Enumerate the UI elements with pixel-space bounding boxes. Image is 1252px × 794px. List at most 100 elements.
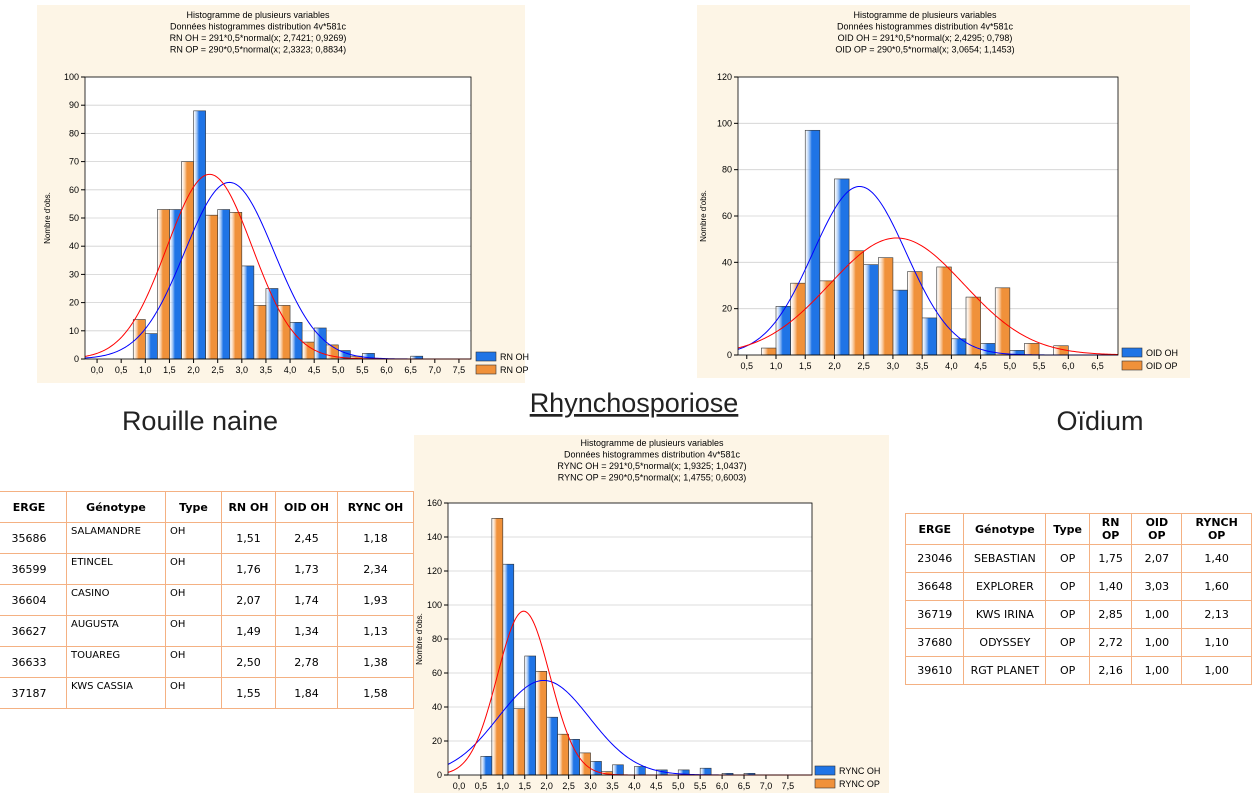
table-cell: OH — [165, 615, 222, 647]
table-cell: 1,58 — [337, 677, 414, 709]
chart-title: Histogramme de plusieurs variables — [186, 10, 330, 20]
y-tick-label: 60 — [69, 185, 79, 195]
table-cell: 1,40 — [1181, 544, 1252, 573]
x-tick-label: 5,0 — [332, 365, 345, 375]
table-cell: 1,00 — [1131, 600, 1183, 629]
column-header: RN OP — [1088, 513, 1133, 545]
x-tick-label: 6,0 — [716, 781, 729, 791]
bar — [181, 161, 194, 360]
x-tick-label: 3,0 — [887, 361, 900, 371]
bar — [145, 333, 158, 360]
chart-subtitle: RN OP = 290*0,5*normal(x; 2,3323; 0,8834… — [170, 45, 346, 55]
y-tick-label: 40 — [69, 241, 79, 251]
x-tick-label: 3,0 — [236, 365, 249, 375]
table-cell: OH — [165, 553, 222, 585]
column-header: ERGE — [0, 491, 67, 523]
bar — [1024, 343, 1040, 356]
x-tick-label: 4,0 — [628, 781, 641, 791]
caption: Rouille naine — [122, 406, 278, 436]
legend-label: RYNC OP — [839, 779, 880, 789]
bar — [546, 716, 558, 776]
x-tick-label: 4,5 — [650, 781, 663, 791]
table-row: 36633 TOUAREG OH 2,50 2,78 1,38 — [0, 646, 414, 678]
bar — [229, 212, 243, 360]
x-tick-label: 6,5 — [738, 781, 751, 791]
table-cell: 35686 — [0, 522, 67, 554]
table-cell: OH — [165, 677, 222, 709]
x-tick-label: 6,0 — [380, 365, 393, 375]
table-cell: ODYSSEY — [963, 628, 1047, 657]
x-tick-label: 1,5 — [163, 365, 176, 375]
bar — [568, 738, 580, 776]
table-cell: 2,85 — [1088, 600, 1133, 629]
table-cell: 36719 — [904, 600, 965, 629]
x-tick-label: 7,5 — [453, 365, 466, 375]
x-tick-label: 1,5 — [799, 361, 812, 371]
table-cell: 2,16 — [1088, 656, 1133, 685]
x-tick-label: 2,0 — [828, 361, 841, 371]
chart-title: Histogramme de plusieurs variables — [853, 10, 997, 20]
table-cell: OP — [1045, 544, 1090, 573]
y-tick-label: 60 — [432, 668, 442, 678]
x-tick-label: 0,0 — [453, 781, 466, 791]
data-table: ERGE Génotype Type RN OH OID OH RYNC OH 35686 S… — [0, 491, 414, 709]
y-tick-label: 120 — [717, 72, 732, 82]
y-tick-label: 40 — [722, 257, 732, 267]
x-tick-label: 3,5 — [606, 781, 619, 791]
chart-subtitle: RYNC OH = 291*0,5*normal(x; 1,9325; 1,04… — [557, 461, 746, 471]
legend-label: OID OH — [1146, 348, 1178, 358]
x-tick-label: 1,0 — [770, 361, 783, 371]
table-row: 36627 AUGUSTA OH 1,49 1,34 1,13 — [0, 615, 414, 647]
bar — [535, 670, 547, 776]
y-tick-label: 0 — [437, 770, 442, 780]
table-cell: 2,50 — [221, 646, 276, 678]
table-cell: 1,00 — [1181, 656, 1252, 685]
y-tick-label: 40 — [432, 702, 442, 712]
y-tick-label: 80 — [722, 165, 732, 175]
bar — [289, 322, 303, 360]
table-row: 35686 SALAMANDRE OH 1,51 2,45 1,18 — [0, 522, 414, 554]
column-header: OID OP — [1131, 513, 1183, 545]
table-cell: 2,07 — [221, 584, 276, 616]
bar — [193, 110, 206, 360]
chart-subtitle: RYNC OP = 290*0,5*normal(x; 1,4755; 0,60… — [558, 473, 747, 483]
bar — [612, 764, 624, 776]
column-header: Génotype — [66, 491, 166, 523]
column-header: ERGE — [904, 513, 965, 545]
caption: Rhynchosporiose — [530, 388, 739, 418]
bar — [513, 708, 526, 776]
table-cell: KWS IRINA — [963, 600, 1047, 629]
header-row: ERGE Génotype Type RN OH OID OH RYNC OH — [0, 491, 414, 523]
y-tick-label: 0 — [727, 350, 732, 360]
y-tick-label: 100 — [64, 72, 79, 82]
bar — [157, 209, 170, 360]
table-cell: ETINCEL — [66, 553, 166, 585]
bar — [634, 766, 646, 776]
y-tick-label: 20 — [432, 736, 442, 746]
column-header: Type — [165, 491, 222, 523]
x-tick-label: 0,5 — [115, 365, 128, 375]
table-cell: SALAMANDRE — [66, 522, 166, 554]
table-cell: CASINO — [66, 584, 166, 616]
table-cell: OP — [1045, 572, 1090, 601]
x-tick-label: 7,0 — [429, 365, 442, 375]
table-cell: 2,13 — [1181, 600, 1252, 629]
table-cell: 36633 — [0, 646, 67, 678]
bar — [241, 265, 255, 360]
column-header: Type — [1045, 513, 1090, 545]
table-cell: 1,18 — [337, 522, 414, 554]
column-header: Génotype — [963, 513, 1047, 545]
legend-swatch — [1121, 360, 1143, 371]
table-cell: 1,73 — [275, 553, 338, 585]
table-cell: 1,76 — [221, 553, 276, 585]
table-cell: 1,10 — [1181, 628, 1252, 657]
header-row: ERGE Génotype Type RN OP OID OP RYNCH OP — [904, 513, 1252, 545]
legend-label: OID OP — [1146, 361, 1178, 371]
y-tick-label: 120 — [427, 566, 442, 576]
table-cell: 2,72 — [1088, 628, 1133, 657]
x-tick-label: 5,5 — [1033, 361, 1046, 371]
x-tick-label: 0,5 — [741, 361, 754, 371]
table-cell: 1,13 — [337, 615, 414, 647]
table-cell: AUGUSTA — [66, 615, 166, 647]
